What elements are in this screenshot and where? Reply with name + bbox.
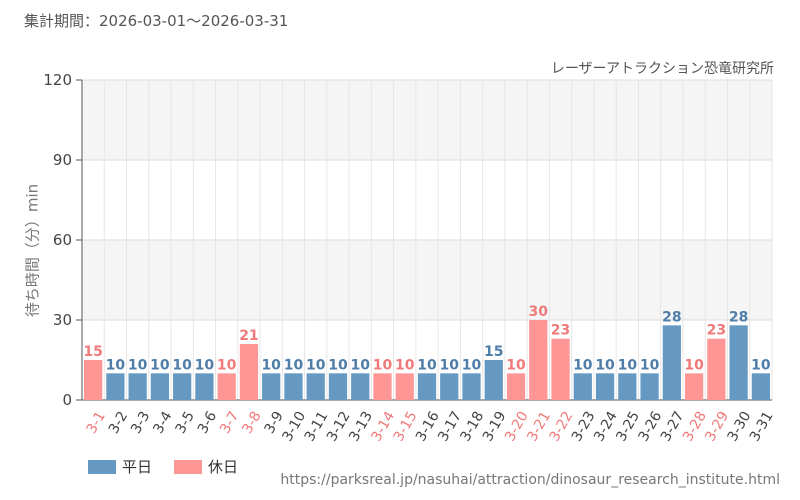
bar [284,373,303,400]
bar [751,373,770,400]
bar [640,373,659,400]
bar-value-label: 10 [150,357,170,373]
bar [595,373,615,400]
bar-value-label: 10 [640,357,660,373]
grid-band [82,240,772,320]
x-tick-label: 3-31 [747,409,777,445]
bar-value-label: 10 [417,357,437,373]
bar [618,373,637,400]
bar-value-label: 23 [551,323,570,339]
bar-value-label: 10 [350,357,370,373]
legend-label-weekday: 平日 [122,458,153,476]
bar [707,338,726,400]
bar-value-label: 10 [373,357,393,373]
bar [529,320,548,400]
chart-source-label: レーザーアトラクション恐竜研究所 [550,61,774,77]
bar [395,373,414,400]
chart-subtitle: 集計期間：2026-03-01〜2026-03-31 [24,12,289,30]
bar [662,325,681,400]
bar-value-label: 30 [529,304,549,320]
bar [173,373,192,400]
bar-value-label: 10 [172,357,192,373]
bar-value-label: 10 [751,357,771,373]
bar [128,373,147,400]
bar-value-label: 10 [328,357,348,373]
bar-value-label: 15 [83,344,102,360]
x-tick-label: 3-6 [195,409,220,437]
bar [506,373,526,400]
x-tick-label: 3-5 [173,409,198,437]
bar [306,373,325,400]
bar [729,325,748,400]
chart-legend: 平日 休日 [88,456,238,477]
legend-item-weekday: 平日 [88,456,152,477]
y-tick-label: 60 [53,231,72,249]
grid-band [82,80,772,160]
x-tick-label: 3-4 [150,409,175,437]
bar [551,338,570,400]
bar [217,373,236,400]
bar-value-label: 21 [239,328,258,344]
bar-value-label: 10 [261,357,281,373]
bar [462,373,481,400]
bar [684,373,704,400]
bar-value-label: 10 [128,357,148,373]
bar-value-label: 10 [506,357,526,373]
bar-value-label: 10 [595,357,615,373]
x-tick-label: 3-7 [217,409,242,437]
legend-swatch-weekday [88,459,116,474]
bar [84,360,103,400]
bar-value-label: 10 [684,357,704,373]
y-tick-label: 120 [43,71,72,89]
bar-value-label: 10 [395,357,415,373]
legend-swatch-holiday [174,459,203,474]
source-url: https://parksreal.jp/nasuhai/attraction/… [280,472,780,488]
bar [106,373,125,400]
bar-value-label: 10 [462,357,482,373]
x-tick-label: 3-3 [128,409,153,437]
x-tick-label: 3-8 [239,409,264,437]
bar [351,373,370,400]
x-tick-label: 3-2 [106,409,131,437]
legend-item-holiday: 休日 [174,456,238,477]
bar-value-label: 10 [195,357,215,373]
bar [484,360,503,400]
bar [150,373,170,400]
bar-value-label: 10 [106,357,126,373]
bar [440,373,459,400]
bar-value-label: 28 [662,309,681,325]
y-tick-label: 0 [62,391,72,409]
bar-value-label: 10 [217,357,237,373]
bar-value-label: 10 [284,357,304,373]
bar [417,373,437,400]
bar-value-label: 10 [440,357,460,373]
bar [573,373,592,400]
legend-label-holiday: 休日 [208,458,239,476]
bar [262,373,281,400]
bar [195,373,214,400]
y-tick-label: 30 [53,311,72,329]
bar-value-label: 10 [306,357,326,373]
bar-value-label: 23 [707,323,726,339]
bar-value-label: 28 [729,309,748,325]
x-tick-label: 3-1 [84,409,109,437]
y-tick-label: 90 [53,151,72,169]
bar [373,373,392,400]
bar [239,344,259,400]
bar-value-label: 15 [484,344,503,360]
bar [328,373,348,400]
bar-value-label: 10 [618,357,638,373]
bar-value-label: 10 [573,357,593,373]
